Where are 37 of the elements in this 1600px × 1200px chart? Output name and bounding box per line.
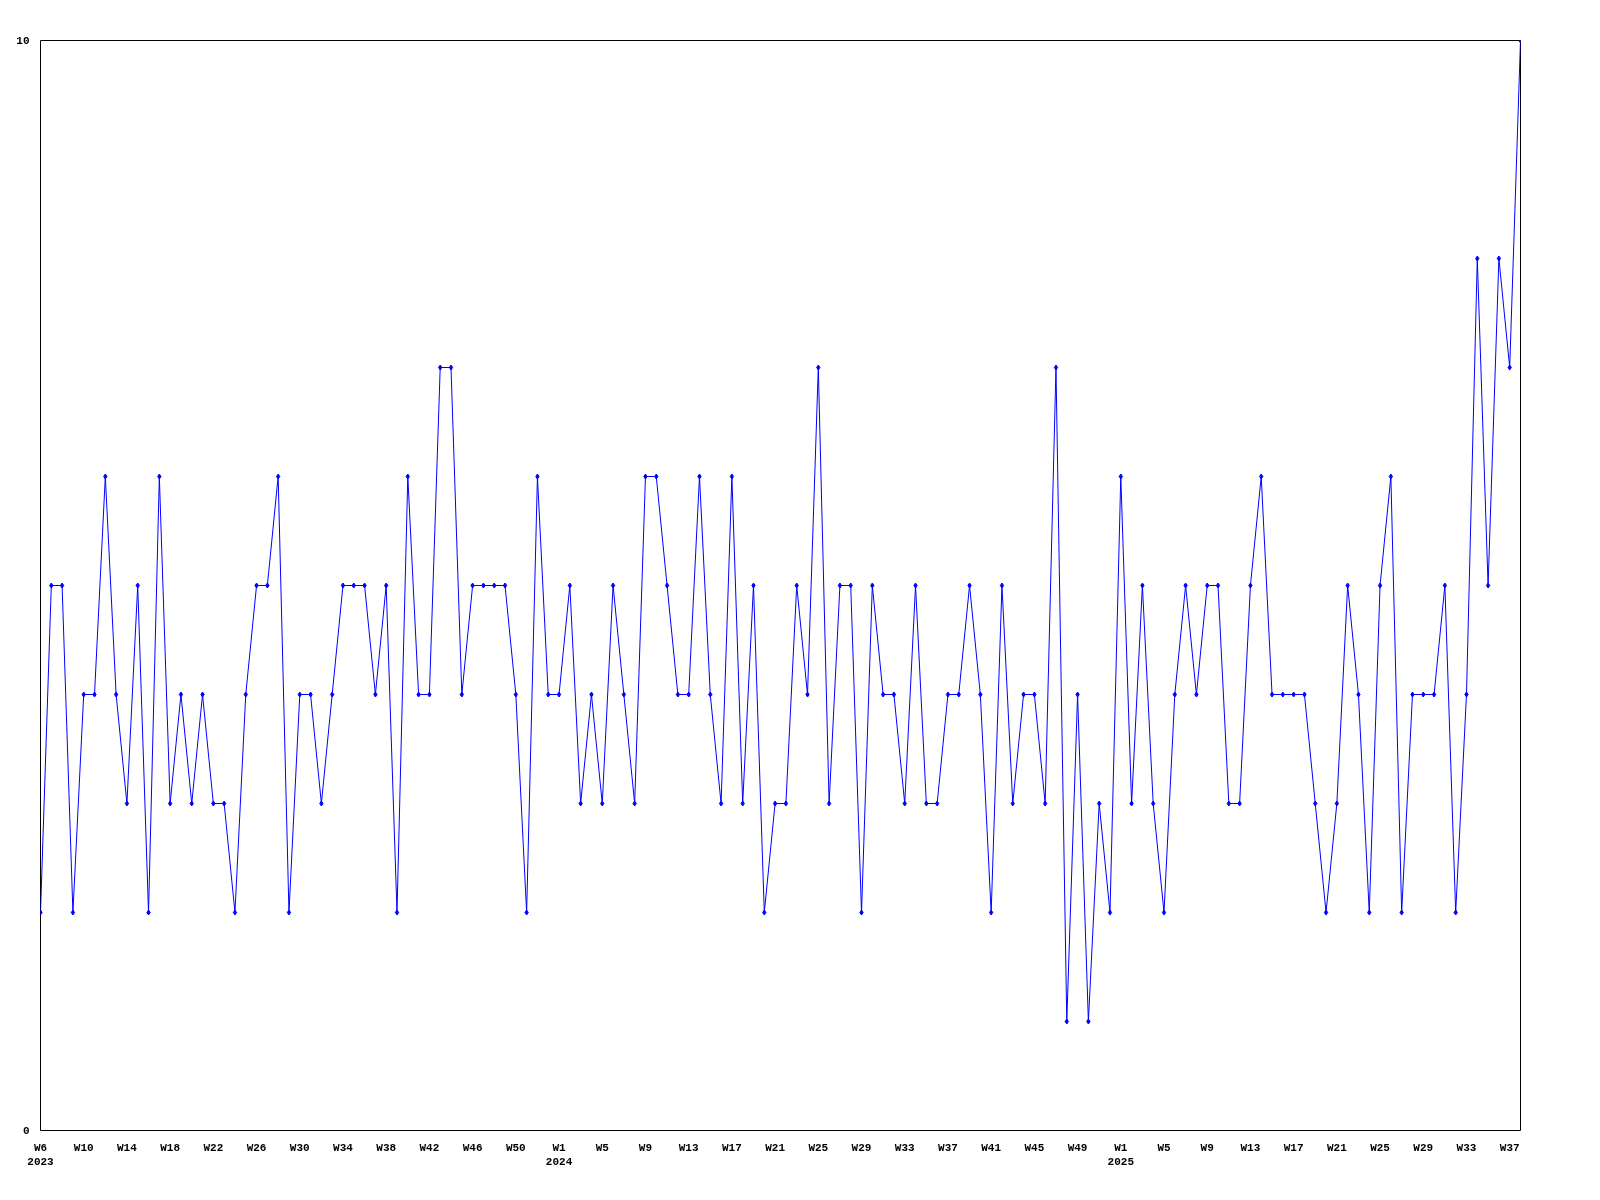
y-tick-label: 10 <box>16 35 30 47</box>
x-tick-label: W21 <box>765 1141 786 1154</box>
x-tick-label: W1 2024 <box>545 1141 573 1168</box>
x-tick-label: W34 <box>333 1141 354 1154</box>
x-tick-label: W5 <box>595 1141 610 1154</box>
x-tick-label: W9 <box>1200 1141 1214 1154</box>
x-tick-label: W21 <box>1326 1141 1348 1154</box>
x-tick-label: W26 <box>246 1141 267 1154</box>
x-tick-label: W18 <box>160 1141 181 1154</box>
x-tick-label: W33 <box>894 1141 916 1154</box>
x-tick-label: W13 <box>1240 1141 1261 1154</box>
x-tick-label: W50 <box>505 1141 526 1154</box>
x-tick-label: W37 <box>1499 1141 1520 1154</box>
x-tick-label: W25 <box>808 1141 829 1154</box>
x-tick-label: W13 <box>678 1141 699 1154</box>
x-tick-label: W29 <box>851 1141 872 1154</box>
x-tick-label: W33 <box>1456 1141 1477 1154</box>
x-tick-label: W5 <box>1157 1141 1171 1154</box>
x-tick-label: W1 2025 <box>1107 1141 1135 1168</box>
x-tick-label: W9 <box>638 1141 653 1154</box>
x-tick-label: W46 <box>462 1141 483 1154</box>
x-tick-label: W49 <box>1067 1141 1088 1154</box>
x-tick-label: W17 <box>1283 1141 1304 1154</box>
x-tick-label: W37 <box>938 1141 958 1154</box>
x-tick-label: W29 <box>1413 1141 1434 1154</box>
x-tick-label: W42 <box>419 1141 440 1154</box>
x-tick-label: W17 <box>721 1141 742 1154</box>
x-tick-label: W25 <box>1370 1141 1391 1154</box>
x-tick-label: W14 <box>117 1141 138 1154</box>
x-tick-label: W45 <box>1024 1141 1045 1154</box>
x-tick-label: W38 <box>376 1141 397 1154</box>
x-tick-label: W6 2023 <box>27 1141 55 1168</box>
x-tick-label: W10 <box>73 1141 94 1154</box>
x-tick-label: W41 <box>981 1141 1002 1154</box>
y-tick-label: 0 <box>22 1125 30 1137</box>
x-tick-label: W30 <box>289 1141 310 1154</box>
x-tick-label: W22 <box>203 1141 224 1154</box>
